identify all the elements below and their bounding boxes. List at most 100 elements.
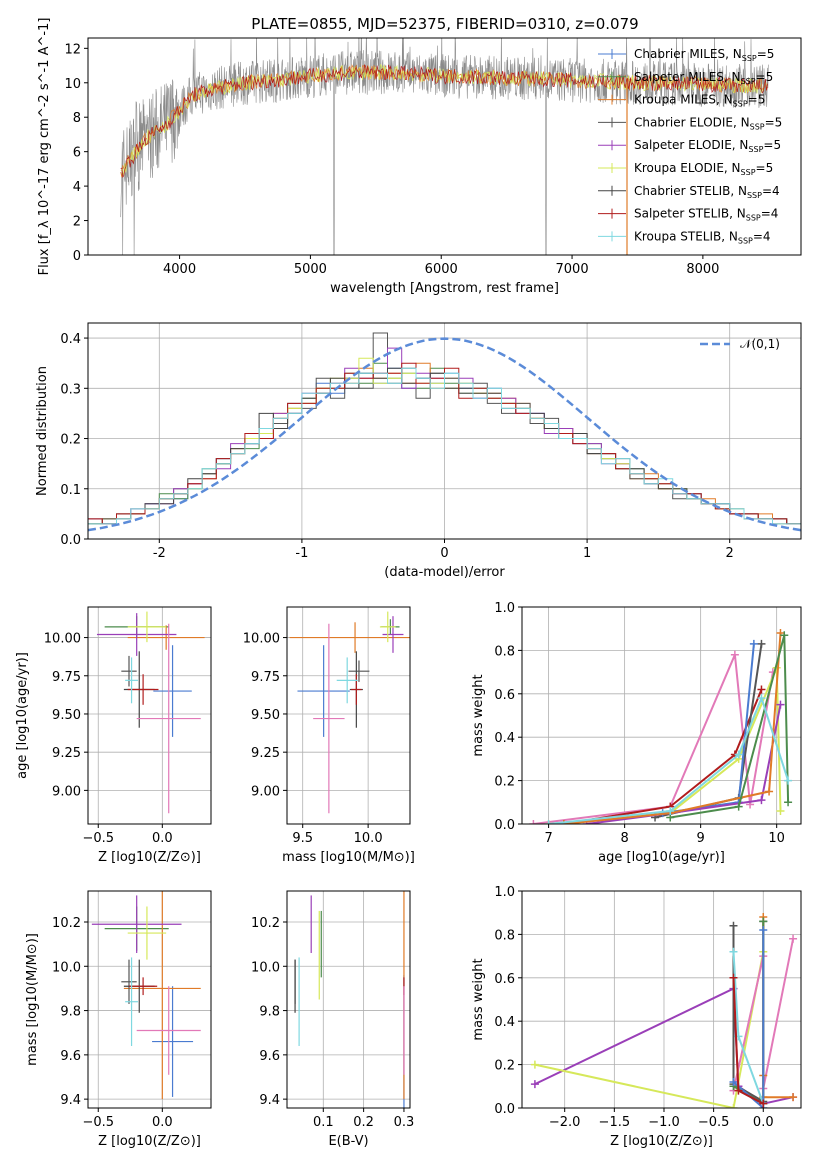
weight-series-line xyxy=(563,632,782,824)
age-vs-Z-grid xyxy=(88,607,211,824)
legend-label-subscript: SSP xyxy=(748,145,763,154)
weight-vs-age-xlabel: age [log10(age/yr)] xyxy=(598,850,725,865)
weight-vs-Z-ylabel: mass weight xyxy=(471,958,486,1040)
x-tick-label: -1 xyxy=(295,546,308,561)
weight-marker xyxy=(789,1093,798,1102)
x-tick-label: 1 xyxy=(583,546,591,561)
weight-marker xyxy=(759,917,768,926)
spectrum-frame xyxy=(87,37,802,256)
legend-label-suffix: =5 xyxy=(763,138,781,152)
weight-vs-age-ylabel: mass weight xyxy=(471,674,486,756)
y-tick-label: 10.0 xyxy=(52,960,81,975)
weight-marker xyxy=(757,685,766,694)
mass-vs-EBV-points xyxy=(294,891,405,1108)
y-tick-label: 9.6 xyxy=(60,1049,81,1064)
x-tick-label: 0 xyxy=(440,546,448,561)
y-tick-label: 0.0 xyxy=(60,533,81,548)
model-spectrum-line xyxy=(120,64,768,179)
y-tick-label: 9.75 xyxy=(52,670,81,685)
legend-label-main: Chabrier ELODIE, N xyxy=(634,115,750,129)
weight-marker xyxy=(749,639,758,648)
x-tick-label: -2 xyxy=(153,546,166,561)
y-tick-label: 0.1 xyxy=(60,483,81,498)
weight-series-line xyxy=(662,643,755,815)
y-tick-label: 0.2 xyxy=(494,1059,515,1074)
legend-label-suffix: =4 xyxy=(762,184,780,198)
x-tick-label: −0.5 xyxy=(82,1115,114,1130)
legend-label: Salpeter ELODIE, NSSP=5 xyxy=(634,138,781,154)
x-tick-label: 10 xyxy=(768,831,785,846)
y-tick-label: 9.8 xyxy=(259,1005,280,1020)
age-vs-Z-ylabel: age [log10(age/yr)] xyxy=(15,652,30,779)
y-tick-label: 9.50 xyxy=(52,708,81,723)
x-tick-label: 4000 xyxy=(163,262,196,277)
y-tick-label: 0.6 xyxy=(494,972,515,987)
x-tick-label: −1.5 xyxy=(599,1115,631,1130)
x-tick-label: 5000 xyxy=(294,262,327,277)
x-tick-label: 6000 xyxy=(425,262,458,277)
x-tick-label: −0.5 xyxy=(82,831,114,846)
weight-marker xyxy=(729,1104,738,1108)
x-tick-label: 0.2 xyxy=(353,1115,374,1130)
weight-marker xyxy=(734,1086,743,1095)
histogram-series xyxy=(88,362,801,525)
legend-label: Chabrier MILES, NSSP=5 xyxy=(634,47,774,63)
age-vs-mass-frame xyxy=(286,606,411,825)
age-vs-mass-axes: 9.5 10.0 9.00 9.25 9.50 9.75 10.00 mass [log10(… xyxy=(243,607,415,865)
legend-label-subscript: SSP xyxy=(741,77,756,86)
legend-label-subscript: SSP xyxy=(741,168,756,177)
legend-label: Kroupa MILES, NSSP=5 xyxy=(634,93,765,109)
legend-label-main: Chabrier MILES, N xyxy=(634,47,742,61)
legend-label-subscript: SSP xyxy=(733,100,748,109)
y-tick-label: 12 xyxy=(64,42,81,57)
legend-label: Chabrier STELIB, NSSP=4 xyxy=(634,184,780,200)
weight-marker xyxy=(776,700,785,709)
weight-vs-Z-frame xyxy=(521,890,802,1109)
legend-label: 𝒩(0,1) xyxy=(740,337,780,351)
y-tick-label: 0.8 xyxy=(494,928,515,943)
x-tick-label: 0.3 xyxy=(394,1115,415,1130)
legend-label-suffix: =5 xyxy=(765,115,783,129)
weight-marker xyxy=(784,776,793,785)
residuals-frame xyxy=(87,322,802,540)
x-tick-label: 10.0 xyxy=(354,831,383,846)
mass-vs-Z-points xyxy=(91,891,201,1100)
weight-marker xyxy=(789,934,798,943)
weight-vs-Z-axes: −2.0 −1.5 −1.0 −0.5 0.0 0.0 0.2 0.4 0.6 0.8 1.0 Z [… xyxy=(471,885,801,1149)
weight-series-line xyxy=(732,977,764,1105)
y-tick-label: 8 xyxy=(73,111,81,126)
legend-label-main: Kroupa MILES, N xyxy=(634,93,733,107)
y-tick-label: 0.2 xyxy=(494,775,515,790)
mass-vs-Z-axes: −0.5 0.0 9.4 9.6 9.8 10.0 10.2 Z [log10(Z/Z⊙)] m… xyxy=(25,891,211,1149)
weight-marker xyxy=(765,787,774,796)
y-tick-label: 9.4 xyxy=(259,1093,280,1108)
y-tick-label: 10.2 xyxy=(52,916,81,931)
legend-label: Salpeter MILES, NSSP=5 xyxy=(634,70,773,86)
y-tick-label: 10.2 xyxy=(251,916,280,931)
legend-label-subscript: SSP xyxy=(747,191,762,200)
histogram-steps xyxy=(88,332,801,532)
legend-label-main: Kroupa STELIB, N xyxy=(634,229,738,243)
y-tick-label: 1.0 xyxy=(494,601,515,616)
weight-series-line xyxy=(670,634,790,819)
y-tick-label: 10.00 xyxy=(243,632,280,647)
y-tick-label: 6 xyxy=(73,146,81,161)
legend-label-subscript: SSP xyxy=(750,122,765,131)
weight-vs-Z-lines xyxy=(530,913,798,1108)
y-tick-label: 9.50 xyxy=(251,708,280,723)
residuals-grid xyxy=(88,323,801,540)
weight-series-line xyxy=(563,689,763,824)
legend-label-subscript: SSP xyxy=(738,236,753,245)
weight-marker xyxy=(530,1060,539,1069)
histogram-series xyxy=(88,367,801,525)
y-tick-label: 9.00 xyxy=(251,784,280,799)
x-tick-label: 8000 xyxy=(686,262,719,277)
x-tick-label: −1.0 xyxy=(648,1115,680,1130)
age-vs-Z-frame xyxy=(87,606,212,825)
y-tick-label: 9.6 xyxy=(259,1049,280,1064)
legend-label: Kroupa ELODIE, NSSP=5 xyxy=(634,161,773,177)
weight-series-line xyxy=(732,930,765,1108)
y-tick-label: 0.4 xyxy=(494,731,515,746)
y-tick-label: 9.4 xyxy=(60,1093,81,1108)
